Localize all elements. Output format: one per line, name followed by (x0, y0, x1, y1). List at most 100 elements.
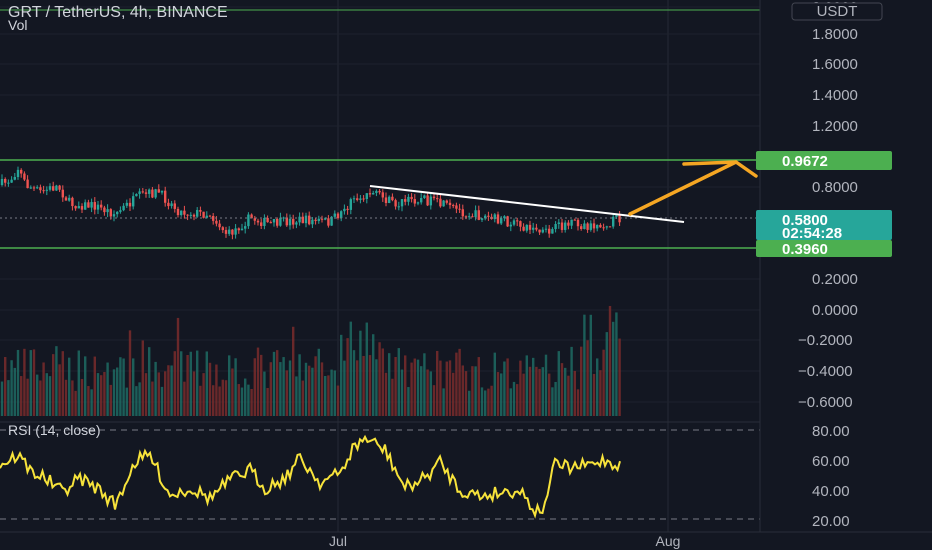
candle-body (378, 190, 381, 193)
price-tick: 1.6000 (812, 56, 858, 73)
candle-body (311, 219, 314, 225)
volume-bar (269, 362, 272, 416)
volume-bar (429, 371, 432, 416)
candle-body (151, 189, 154, 198)
rsi-indicator-label[interactable]: RSI (14, close) (8, 422, 101, 438)
candle-body (570, 219, 573, 226)
candle-body (372, 193, 375, 195)
candle-body (509, 224, 512, 227)
volume-bar (176, 317, 180, 416)
volume-bar (359, 330, 362, 416)
volume-bar (448, 360, 452, 416)
volume-bar (496, 372, 500, 416)
volume-bar (173, 351, 176, 416)
currency-button-label: USDT (817, 3, 858, 20)
volume-bar (167, 365, 170, 416)
volume-bar (80, 379, 84, 416)
candle-body (445, 200, 448, 203)
candle-body (295, 222, 298, 225)
volume-bar (186, 354, 189, 416)
candle-body (512, 220, 516, 225)
volume-bar (224, 380, 228, 416)
candle-body (218, 223, 221, 228)
volume-bar (125, 387, 128, 416)
volume-bar (55, 346, 58, 416)
volume-bar (375, 359, 378, 416)
candle-body (183, 210, 186, 215)
volume-bar (90, 389, 93, 416)
candle-body (39, 187, 42, 191)
candle-body (340, 211, 343, 219)
volume-bar (423, 353, 426, 416)
symbol-title[interactable]: GRT / TetherUS, 4h, BINANCE (8, 4, 228, 21)
volume-bar (388, 353, 391, 416)
volume-bar (106, 362, 109, 416)
candle-body (557, 222, 560, 225)
candle-body (71, 197, 74, 207)
candle-body (480, 218, 484, 220)
volume-bar (330, 369, 333, 416)
volume-bar (77, 350, 80, 416)
volume-bar (471, 366, 474, 416)
volume-bar (516, 384, 519, 416)
volume-bar (349, 321, 352, 416)
volume-bar (196, 350, 199, 416)
candle-body (416, 202, 420, 204)
volume-bar (525, 355, 528, 416)
volume-bar (285, 370, 288, 416)
candle-body (68, 197, 71, 201)
volume-bar (320, 362, 324, 416)
volume-bar (58, 364, 61, 416)
volume-bar (247, 384, 250, 416)
candle-body (96, 204, 100, 210)
candle-body (247, 214, 250, 227)
candle-body (496, 214, 500, 224)
volume-bar (445, 361, 448, 416)
volume-bar (394, 356, 397, 416)
volume-bar (170, 365, 173, 416)
candle-body (343, 208, 346, 212)
price-tick: −0.4000 (798, 363, 853, 380)
candle-body (573, 219, 576, 221)
candle-body (189, 214, 192, 216)
resistance-price-label: 0.9672 (782, 153, 828, 170)
volume-bar (103, 371, 106, 416)
candle-body (410, 196, 413, 200)
volume-bar (295, 376, 298, 416)
candle-body (423, 195, 426, 199)
candle-body (615, 215, 618, 217)
volume-bar (397, 348, 400, 416)
arrow-up-then-down-icon[interactable] (628, 160, 758, 216)
candle-body (599, 224, 602, 228)
volume-bar (381, 348, 384, 416)
candle-body (269, 222, 272, 224)
volume-bar (384, 372, 388, 416)
candle-body (266, 217, 269, 223)
candle-body (45, 189, 48, 191)
currency-button[interactable]: USDT (791, 2, 883, 21)
descending-trendline[interactable] (369, 185, 685, 223)
time-axis[interactable] (0, 533, 932, 550)
volume-bar (192, 371, 196, 416)
volume-bar (317, 348, 320, 416)
candle-body (157, 189, 160, 193)
volume-bar (29, 350, 32, 416)
candle-body (29, 187, 32, 189)
volume-bar (432, 385, 436, 416)
candle-body (535, 227, 538, 230)
candle-body (522, 226, 525, 231)
volume-bar (602, 349, 605, 416)
volume-indicator-label[interactable]: Vol (8, 17, 27, 33)
volume-bar (189, 351, 192, 416)
price-axis[interactable] (760, 0, 932, 532)
candle-body (442, 200, 445, 207)
candle-body (487, 215, 490, 217)
candle-body (279, 217, 282, 226)
candle-body (404, 199, 407, 202)
volume-bar (96, 373, 100, 416)
candle-body (80, 206, 84, 210)
volume-bar (477, 357, 480, 416)
volume-bar (45, 373, 48, 416)
volume-bar (231, 368, 234, 416)
